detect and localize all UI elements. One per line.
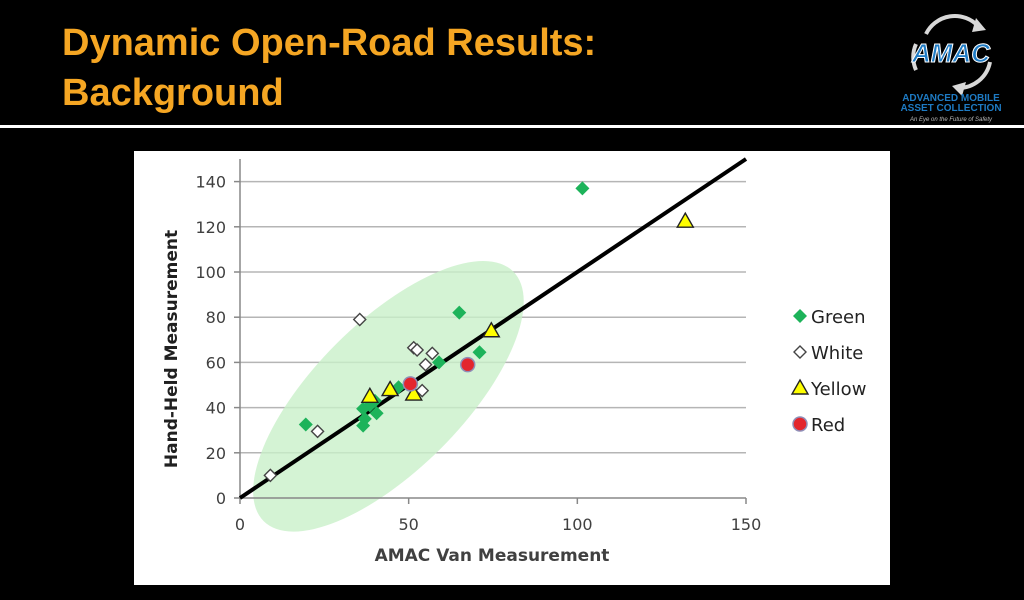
legend-label-white: White bbox=[811, 343, 863, 364]
y-tick-label: 20 bbox=[206, 444, 226, 463]
data-point-yellow bbox=[404, 384, 423, 401]
data-point-yellow bbox=[676, 211, 695, 228]
legend-marker-green bbox=[793, 309, 807, 323]
legend-label-green: Green bbox=[811, 307, 866, 328]
data-point-red bbox=[402, 376, 419, 392]
legend-layer: Green White Yellow Red bbox=[790, 307, 866, 436]
legend-marker-red bbox=[792, 416, 808, 432]
x-axis-label: AMAC Van Measurement bbox=[375, 546, 610, 566]
y-tick-label: 120 bbox=[195, 218, 226, 237]
data-point-yellow bbox=[360, 386, 380, 404]
slide-title-line2: Background bbox=[62, 72, 284, 114]
x-tick-label: 150 bbox=[731, 515, 762, 534]
data-point-green bbox=[452, 305, 467, 320]
data-point-green bbox=[391, 380, 406, 395]
scatter-chart-svg: 0 20 40 60 80 100 120 140 0 50 100 150 Green White Ye… bbox=[162, 157, 866, 566]
data-point-green bbox=[472, 345, 487, 360]
data-point-green bbox=[356, 401, 371, 416]
legend-label-yellow: Yellow bbox=[810, 379, 866, 400]
y-tick-label: 60 bbox=[206, 353, 226, 372]
data-point-white bbox=[352, 312, 367, 327]
data-point-white bbox=[310, 424, 325, 439]
y-tick-label: 80 bbox=[206, 308, 226, 327]
data-point-green bbox=[357, 411, 372, 426]
logo-name: AMAC bbox=[911, 38, 991, 68]
y-tick-label: 40 bbox=[206, 399, 226, 418]
data-point-red bbox=[459, 356, 476, 373]
data-point-yellow bbox=[380, 380, 400, 397]
slide-title: Dynamic Open-Road Results: Background bbox=[62, 18, 596, 118]
data-point-white bbox=[410, 342, 425, 357]
data-point-green bbox=[575, 181, 590, 196]
logo-line1: ADVANCED MOBILE bbox=[902, 93, 1000, 104]
data-point-white bbox=[425, 346, 440, 361]
scatter-chart: 0 20 40 60 80 100 120 140 0 50 100 150 Green White Ye… bbox=[134, 151, 890, 585]
data-point-white bbox=[263, 468, 278, 483]
data-point-white bbox=[418, 357, 433, 372]
y-axis-label: Hand-Held Measurement bbox=[162, 230, 182, 468]
y-tick-label: 0 bbox=[216, 489, 226, 508]
legend-marker-white bbox=[793, 345, 807, 359]
point-layer bbox=[263, 181, 695, 483]
axis-layer: 0 20 40 60 80 100 120 140 0 50 100 150 bbox=[195, 159, 761, 534]
x-tick-label: 100 bbox=[562, 515, 593, 534]
x-tick-label: 50 bbox=[398, 515, 418, 534]
y-tick-label: 100 bbox=[195, 263, 226, 282]
data-point-green bbox=[432, 355, 447, 370]
title-divider bbox=[0, 125, 1024, 128]
data-point-green bbox=[298, 417, 313, 432]
data-point-green bbox=[369, 406, 384, 421]
legend-label-red: Red bbox=[811, 415, 845, 436]
slide-title-line1: Dynamic Open-Road Results: bbox=[62, 22, 597, 64]
data-point-yellow bbox=[482, 321, 501, 338]
x-tick-label: 0 bbox=[235, 515, 245, 534]
logo-line2: ASSET COLLECTION bbox=[900, 103, 1001, 114]
legend-marker-yellow bbox=[790, 378, 810, 395]
amac-logo: AMAC ADVANCED MOBILE ASSET COLLECTION An… bbox=[878, 4, 1024, 124]
y-tick-label: 140 bbox=[195, 173, 226, 192]
logo-tagline: An Eye on the Future of Safety bbox=[909, 117, 993, 123]
data-point-white bbox=[415, 383, 430, 398]
